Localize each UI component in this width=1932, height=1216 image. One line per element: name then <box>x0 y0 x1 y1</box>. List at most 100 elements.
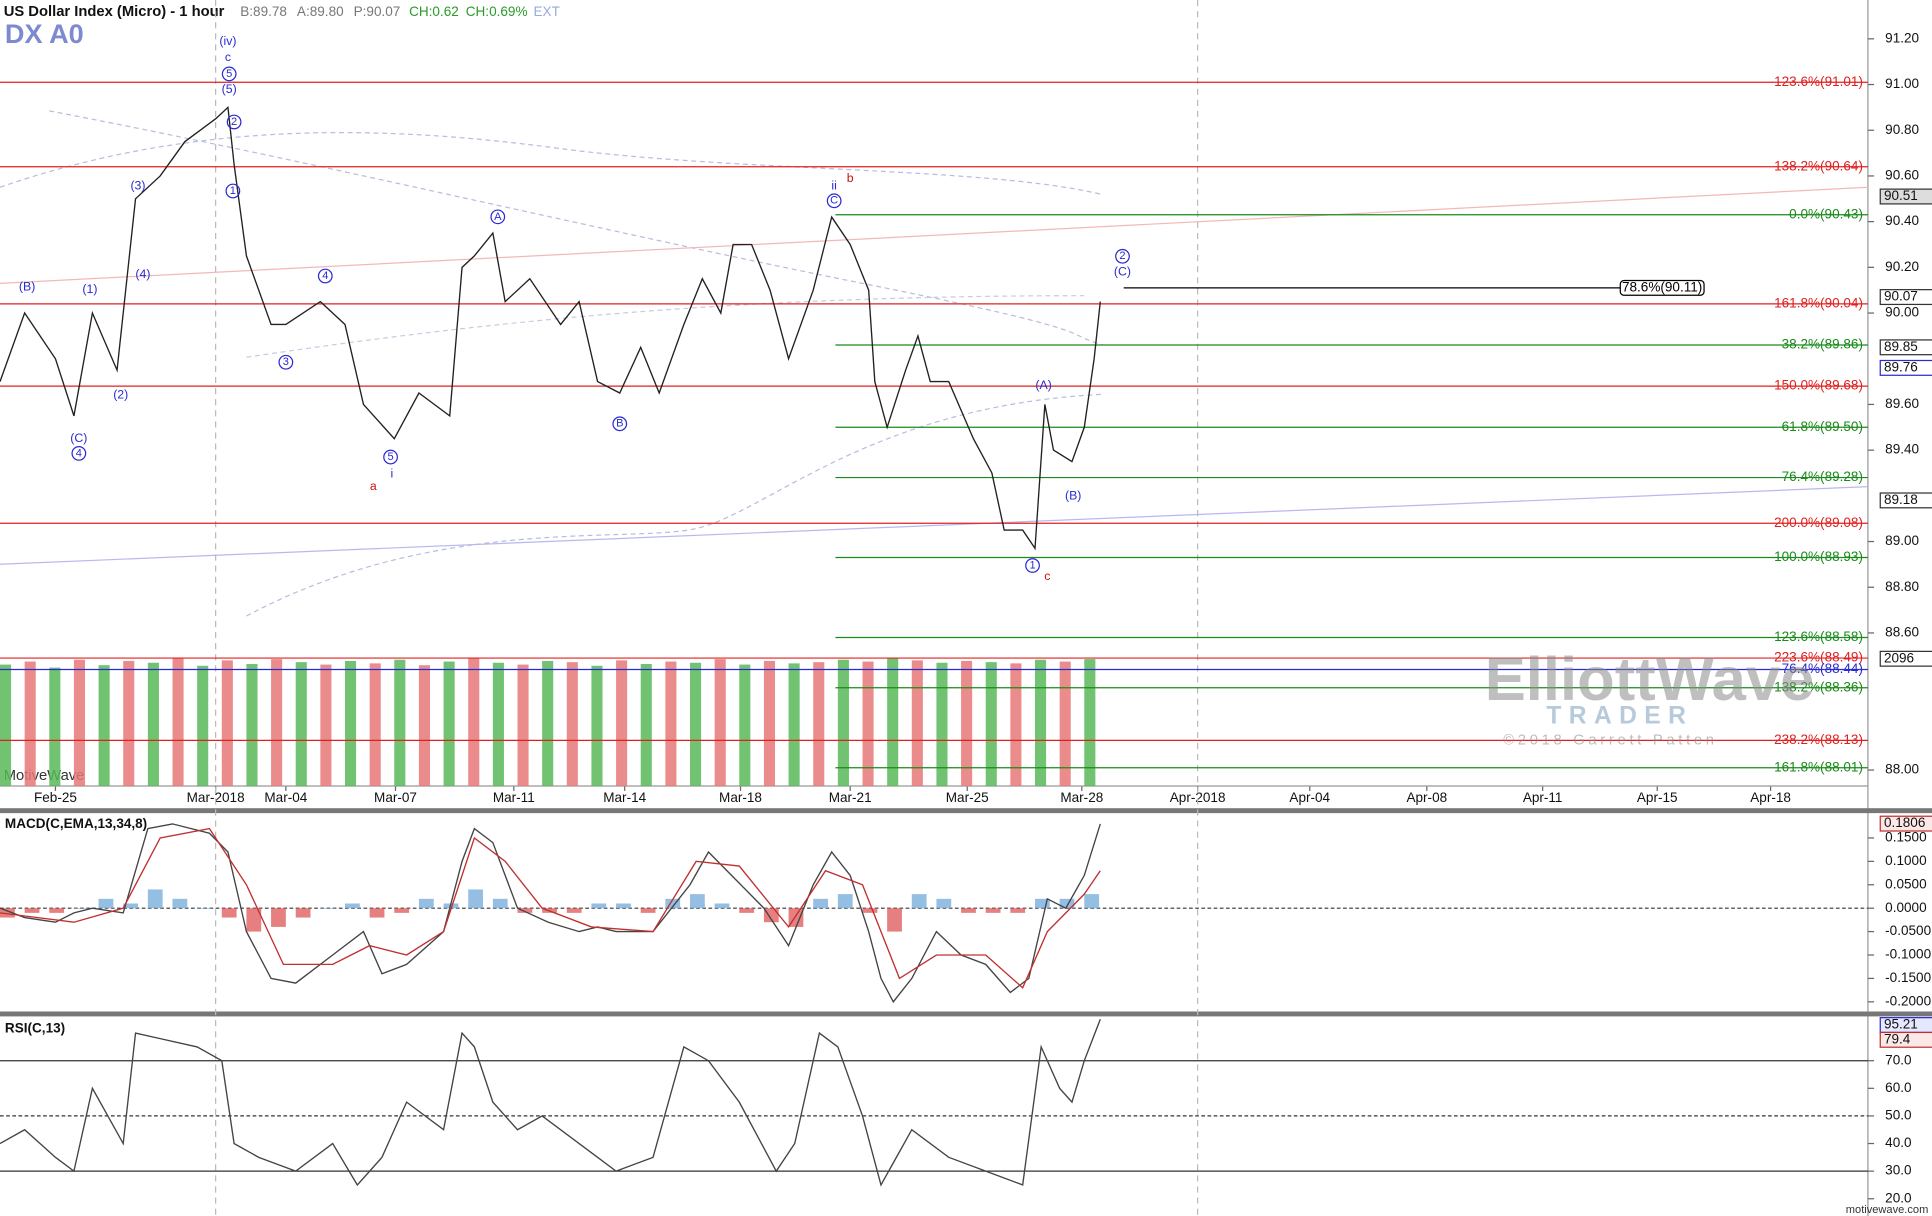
volume-bar <box>197 665 209 787</box>
histogram-bar <box>1010 908 1026 913</box>
volume-bar <box>591 665 603 787</box>
quote-field: A:89.80 <box>297 4 344 19</box>
y-tick-label: 91.00 <box>1885 76 1919 91</box>
wave-label: 3 <box>283 356 289 368</box>
y-tick-label: 91.20 <box>1885 30 1919 45</box>
y-tick-label: 70.0 <box>1885 1052 1911 1067</box>
panel-title: MACD(C,EMA,13,34,8) <box>5 816 147 831</box>
tag-box <box>1879 289 1932 306</box>
level-label: 238.2%(88.13) <box>1774 732 1863 747</box>
wave-circle <box>317 268 333 284</box>
y-tick-label: 20.0 <box>1885 1190 1911 1205</box>
y-tick-label: 89.40 <box>1885 442 1919 457</box>
y-tick-label: 0.0500 <box>1885 876 1926 891</box>
volume-tag: 2096 <box>1879 650 1932 667</box>
y-tick-label: 88.60 <box>1885 625 1919 640</box>
tag-label: 89.76 <box>1884 359 1918 374</box>
volume-bar <box>690 662 702 787</box>
y-tick-label: 90.80 <box>1885 122 1919 137</box>
macd-line <box>0 827 1101 989</box>
x-tick-label: Apr-04 <box>1289 790 1330 805</box>
histogram-bar <box>665 898 681 909</box>
x-tick-label: Mar-07 <box>374 790 417 805</box>
histogram-bar <box>345 903 360 909</box>
level-label: 78.6%(90.11) <box>1622 279 1702 294</box>
volume-bar <box>147 662 159 787</box>
tag-box <box>1879 188 1932 205</box>
wave-label: ii <box>831 178 836 192</box>
wave-circle <box>221 66 237 82</box>
y-tick-label: 90.20 <box>1885 259 1919 274</box>
x-tick-label: Apr-18 <box>1750 790 1791 805</box>
channel-line <box>49 110 1103 346</box>
level-label: 100.0%(88.93) <box>1774 549 1863 564</box>
y-tick-label: 88.00 <box>1885 762 1919 777</box>
price-line <box>0 105 1101 551</box>
y-tick-label: 88.80 <box>1885 579 1919 594</box>
volume-bar <box>24 661 36 787</box>
histogram-bar <box>813 898 828 909</box>
volume-bar <box>788 663 800 787</box>
x-tick-label: Apr-2018 <box>1170 790 1226 805</box>
wave-label: b <box>847 171 854 185</box>
volume-bar <box>936 662 948 787</box>
macd-tag: 0.1806 <box>1879 815 1932 832</box>
volume-bar <box>911 660 923 787</box>
level-label: 223.6%(88.49) <box>1774 650 1863 665</box>
histogram-bar <box>887 908 902 932</box>
x-tick-label: Feb-25 <box>34 790 77 805</box>
level-label: 123.6%(88.58) <box>1774 629 1863 644</box>
volume-bar <box>813 662 825 787</box>
y-tick-label: 0.1000 <box>1885 853 1926 868</box>
y-tick-label: 50.0 <box>1885 1108 1911 1123</box>
volume-bar <box>837 659 849 787</box>
tag-label: 79.4 <box>1884 1031 1911 1046</box>
panel-separator <box>0 1011 1932 1017</box>
tag-label: 90.07 <box>1884 289 1918 304</box>
watermark-brand: ElliottWave <box>1485 645 1815 714</box>
level-label: 161.8%(88.01) <box>1774 759 1863 774</box>
volume-bar <box>345 660 357 787</box>
volume-bar <box>1059 661 1071 787</box>
quote-field: CH:0.69% <box>466 4 528 19</box>
volume-bar <box>665 661 677 787</box>
watermark-copyright: ©2018 Garrett Patten <box>1503 732 1718 748</box>
volume-bar <box>961 660 973 787</box>
volume-bar <box>369 663 381 787</box>
wave-label: (iv) <box>219 34 236 48</box>
wave-label: B <box>616 418 623 430</box>
wave-label: 5 <box>388 451 394 463</box>
volume-bar <box>887 658 899 787</box>
volume-bar <box>394 659 406 787</box>
y-tick-label: 30.0 <box>1885 1163 1911 1178</box>
histogram-bar <box>714 903 730 909</box>
volume-bar <box>172 658 184 787</box>
wave-label: c <box>1044 569 1050 583</box>
wave-label: (C) <box>70 431 87 445</box>
watermark: ElliottWave TRADER ©2018 Garrett Patten <box>1485 645 1815 748</box>
wave-label: 2 <box>1119 250 1125 262</box>
histogram-bar <box>295 908 311 918</box>
level-box <box>1619 279 1705 296</box>
x-tick-label: Mar-2018 <box>187 790 245 805</box>
panel-separator <box>0 808 1932 814</box>
volume-bar <box>1010 663 1022 787</box>
price-tag: 89.76 <box>1879 359 1932 376</box>
y-tick-label: -0.1000 <box>1885 947 1931 962</box>
x-tick-label: Mar-14 <box>603 790 646 805</box>
rsi-tag: 95.21 <box>1879 1017 1932 1034</box>
watermark-sub: TRADER <box>1546 703 1693 730</box>
wave-label: (3) <box>130 178 145 192</box>
wave-label: (4) <box>135 267 150 281</box>
y-tick-label: -0.0500 <box>1885 923 1931 938</box>
y-tick-label: 60.0 <box>1885 1080 1911 1095</box>
x-tick-label: Apr-11 <box>1523 790 1563 805</box>
volume-bar <box>221 660 233 787</box>
wave-label: (B) <box>19 279 35 293</box>
y-tick-label: 89.60 <box>1885 396 1919 411</box>
platform-label: MotiveWave <box>4 768 85 784</box>
level-label: 161.8%(90.04) <box>1774 295 1863 310</box>
volume-bar <box>542 660 554 787</box>
y-tick-label: -0.1500 <box>1885 970 1931 985</box>
